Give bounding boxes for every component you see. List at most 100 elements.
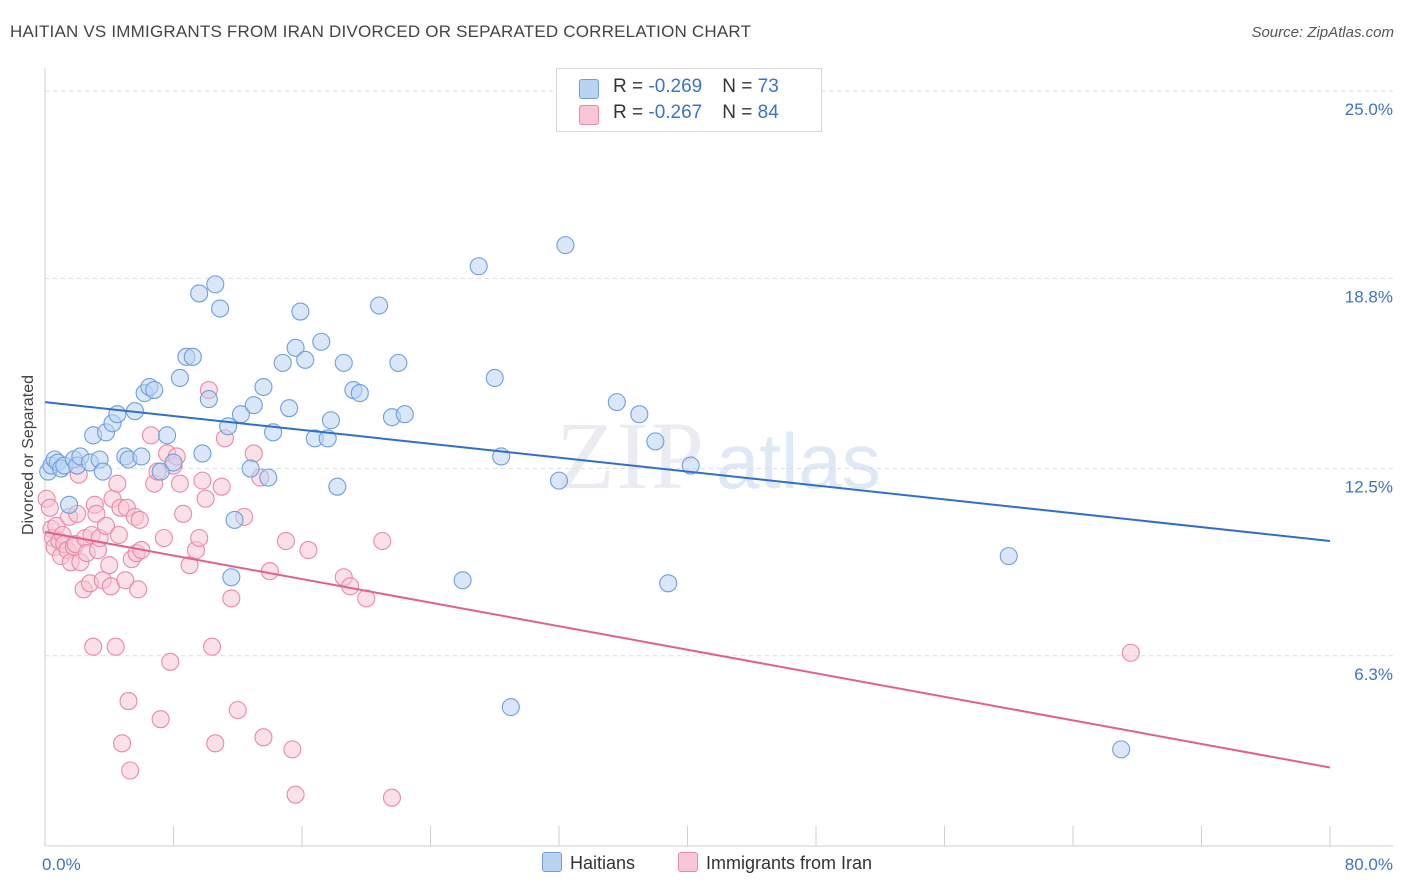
haitian-point bbox=[145, 381, 164, 400]
haitian-point bbox=[659, 574, 678, 593]
iran-point bbox=[212, 477, 231, 496]
iran-point bbox=[87, 504, 106, 523]
iran-point bbox=[161, 652, 180, 671]
iran-point bbox=[174, 504, 193, 523]
legend-r-value: -0.267 bbox=[648, 102, 703, 123]
iran-point bbox=[151, 710, 170, 729]
trend-lines bbox=[44, 401, 1331, 769]
legend-n-label: N = bbox=[722, 76, 758, 97]
y-axis-label: Divorced or Separated bbox=[20, 374, 37, 536]
iran-point bbox=[373, 531, 392, 551]
iran-point bbox=[283, 740, 302, 759]
iran-point bbox=[244, 444, 263, 463]
correlation-legend: R = -0.269 N = 73 R = -0.267 N = 84 bbox=[556, 68, 822, 132]
iran-point bbox=[141, 426, 161, 445]
iran-point bbox=[119, 692, 138, 711]
watermark-zip: ZIP bbox=[556, 402, 706, 509]
haitian-trend-line bbox=[44, 401, 1331, 543]
haitian-point bbox=[259, 468, 278, 487]
iran-point bbox=[109, 525, 128, 545]
iran-point bbox=[228, 701, 247, 720]
haitian-point bbox=[199, 390, 218, 409]
iran-point bbox=[206, 734, 225, 753]
iran-point bbox=[40, 498, 59, 517]
haitian-point bbox=[132, 447, 151, 466]
iran-point bbox=[180, 556, 199, 575]
watermark-atlas: atlas bbox=[716, 417, 881, 505]
iran-point bbox=[106, 637, 125, 656]
iran-point bbox=[84, 637, 103, 656]
axes bbox=[44, 68, 1393, 847]
iran-point bbox=[203, 637, 222, 656]
haitian-point bbox=[291, 302, 310, 321]
iran-point bbox=[382, 788, 402, 807]
legend-r-label: R = bbox=[613, 102, 649, 123]
iran-point bbox=[1121, 643, 1140, 662]
bottom-legend-label-iran: Immigrants from Iran bbox=[706, 853, 873, 873]
haitian-point bbox=[164, 453, 183, 472]
y-tick-label: 6.3% bbox=[1354, 665, 1393, 684]
y-tick-label: 25.0% bbox=[1345, 100, 1393, 119]
legend-r-label: R = bbox=[613, 76, 649, 97]
haitian-point bbox=[556, 236, 575, 255]
gridlines bbox=[45, 90, 1393, 657]
chart-title: HAITIAN VS IMMIGRANTS FROM IRAN DIVORCED… bbox=[10, 22, 752, 41]
haitian-point bbox=[193, 444, 212, 463]
bottom-legend-swatch-blue bbox=[542, 852, 562, 872]
haitian-points bbox=[39, 236, 1131, 759]
haitian-point bbox=[211, 299, 230, 318]
source-label: Source: ZipAtlas.com bbox=[1251, 24, 1394, 41]
iran-point bbox=[286, 785, 305, 804]
haitian-point bbox=[549, 471, 569, 490]
haitian-point bbox=[485, 368, 504, 388]
iran-point bbox=[108, 474, 127, 493]
haitian-point bbox=[241, 459, 260, 478]
legend-swatch-blue bbox=[579, 79, 599, 99]
iran-point bbox=[154, 528, 173, 548]
haitian-point bbox=[395, 405, 414, 424]
iran-point bbox=[96, 516, 116, 535]
haitian-point bbox=[158, 426, 177, 445]
haitian-point bbox=[170, 368, 189, 388]
iran-point bbox=[130, 510, 149, 529]
haitian-point bbox=[312, 332, 331, 351]
iran-point bbox=[113, 734, 132, 753]
bottom-legend-label-haitians: Haitians bbox=[570, 853, 636, 873]
haitian-point bbox=[190, 284, 209, 303]
y-tick-label: 18.8% bbox=[1345, 287, 1393, 306]
haitian-point bbox=[1112, 740, 1131, 759]
haitian-point bbox=[389, 353, 408, 372]
iran-point bbox=[190, 528, 209, 548]
iran-point bbox=[121, 761, 140, 780]
haitian-point bbox=[286, 338, 305, 357]
bottom-legend-iran: Immigrants from Iran bbox=[678, 852, 872, 876]
haitian-point bbox=[151, 462, 170, 481]
iran-point bbox=[116, 571, 135, 590]
y-tick-label: 12.5% bbox=[1345, 478, 1393, 497]
haitian-point bbox=[469, 257, 488, 276]
haitian-point bbox=[60, 495, 79, 514]
haitian-point bbox=[222, 568, 241, 587]
iran-point bbox=[129, 580, 148, 599]
haitian-point bbox=[321, 411, 340, 430]
iran-points bbox=[37, 381, 1140, 807]
legend-swatch-pink bbox=[579, 105, 599, 125]
iran-point bbox=[276, 531, 295, 551]
iran-point bbox=[170, 474, 189, 493]
haitian-point bbox=[607, 393, 626, 412]
iran-point bbox=[299, 541, 318, 560]
x-tick-label-min: 0.0% bbox=[42, 855, 81, 874]
legend-r-value: -0.269 bbox=[648, 76, 703, 97]
legend-text-haitians: R = -0.269 N = 73 bbox=[613, 76, 779, 98]
haitian-point bbox=[630, 405, 649, 424]
haitian-point bbox=[280, 399, 299, 418]
haitian-point bbox=[328, 477, 347, 496]
tick-labels: 6.3% 12.5% 18.8% 25.0% 0.0% 80.0% bbox=[42, 100, 1393, 874]
haitian-point bbox=[93, 462, 112, 481]
haitian-point bbox=[244, 396, 263, 415]
haitian-point bbox=[334, 353, 353, 372]
haitian-point bbox=[646, 432, 665, 451]
haitian-point bbox=[225, 510, 244, 529]
haitian-point bbox=[108, 405, 127, 424]
